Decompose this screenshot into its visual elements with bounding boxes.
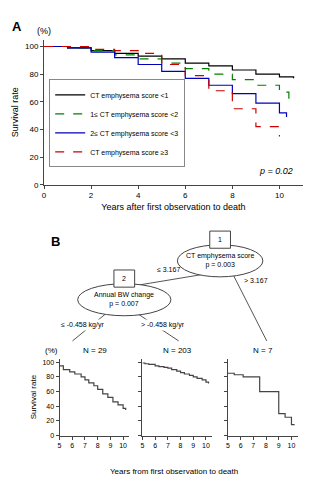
- svg-text:100: 100: [25, 42, 39, 51]
- svg-text:≤ -0.458 kg/yr: ≤ -0.458 kg/yr: [61, 321, 104, 329]
- svg-text:2: 2: [89, 191, 94, 200]
- svg-text:6: 6: [239, 442, 243, 449]
- svg-text:40: 40: [29, 125, 38, 134]
- svg-text:0: 0: [42, 191, 47, 200]
- svg-text:60: 60: [46, 388, 54, 395]
- svg-text:5: 5: [140, 442, 144, 449]
- svg-text:≤ 3.167: ≤ 3.167: [157, 266, 180, 273]
- svg-text:N = 203: N = 203: [163, 346, 192, 355]
- svg-text:p = 0.02: p = 0.02: [259, 166, 293, 176]
- svg-text:80: 80: [46, 373, 54, 380]
- svg-text:6: 6: [153, 442, 157, 449]
- svg-text:CT emphysema score <1: CT emphysema score <1: [90, 92, 168, 100]
- svg-text:6: 6: [183, 191, 188, 200]
- svg-text:9: 9: [277, 442, 281, 449]
- svg-text:60: 60: [29, 98, 38, 107]
- svg-text:CT emphysema scorep = 0.003: CT emphysema scorep = 0.003: [186, 252, 254, 269]
- svg-text:Years after first observation: Years after first observation to death: [101, 202, 245, 212]
- svg-text:10: 10: [275, 191, 284, 200]
- svg-text:8: 8: [96, 442, 100, 449]
- svg-text:2: 2: [122, 275, 126, 282]
- svg-text:5: 5: [58, 442, 62, 449]
- svg-text:N = 7: N = 7: [253, 346, 273, 355]
- svg-text:6: 6: [70, 442, 74, 449]
- svg-text:1: 1: [218, 236, 222, 243]
- svg-text:20: 20: [46, 417, 54, 424]
- svg-text:B: B: [51, 234, 60, 249]
- svg-text:7: 7: [251, 442, 255, 449]
- svg-text:Annual BW changep = 0.007: Annual BW changep = 0.007: [94, 291, 154, 308]
- svg-text:8: 8: [179, 442, 183, 449]
- svg-text:(%): (%): [45, 346, 58, 355]
- svg-text:7: 7: [83, 442, 87, 449]
- svg-text:CT emphysema score ≥3: CT emphysema score ≥3: [90, 149, 168, 157]
- svg-text:40: 40: [46, 403, 54, 410]
- svg-text:10: 10: [119, 442, 127, 449]
- svg-text:4: 4: [136, 191, 141, 200]
- svg-text:10: 10: [202, 442, 210, 449]
- svg-text:1≤ CT emphysema score <2: 1≤ CT emphysema score <2: [90, 111, 178, 119]
- svg-text:Years from first observation t: Years from first observation to death: [110, 467, 238, 476]
- svg-text:20: 20: [29, 153, 38, 162]
- svg-text:10: 10: [288, 442, 296, 449]
- svg-text:8: 8: [264, 442, 268, 449]
- svg-text:Survival rate: Survival rate: [10, 87, 20, 137]
- svg-text:9: 9: [108, 442, 112, 449]
- svg-text:2≤ CT emphysema score <3: 2≤ CT emphysema score <3: [90, 130, 178, 138]
- svg-text:N = 29: N = 29: [83, 346, 107, 355]
- svg-text:> -0.458 kg/yr: > -0.458 kg/yr: [141, 321, 185, 329]
- svg-text:80: 80: [29, 70, 38, 79]
- svg-text:Survival rate: Survival rate: [29, 374, 38, 419]
- svg-text:8: 8: [230, 191, 235, 200]
- svg-text:0: 0: [50, 432, 54, 439]
- svg-text:A: A: [12, 19, 22, 34]
- svg-text:> 3.167: > 3.167: [244, 277, 268, 284]
- svg-text:0: 0: [34, 181, 39, 190]
- svg-text:(%): (%): [37, 26, 51, 36]
- svg-text:9: 9: [191, 442, 195, 449]
- svg-text:100: 100: [42, 359, 54, 366]
- svg-text:7: 7: [166, 442, 170, 449]
- svg-text:5: 5: [226, 442, 230, 449]
